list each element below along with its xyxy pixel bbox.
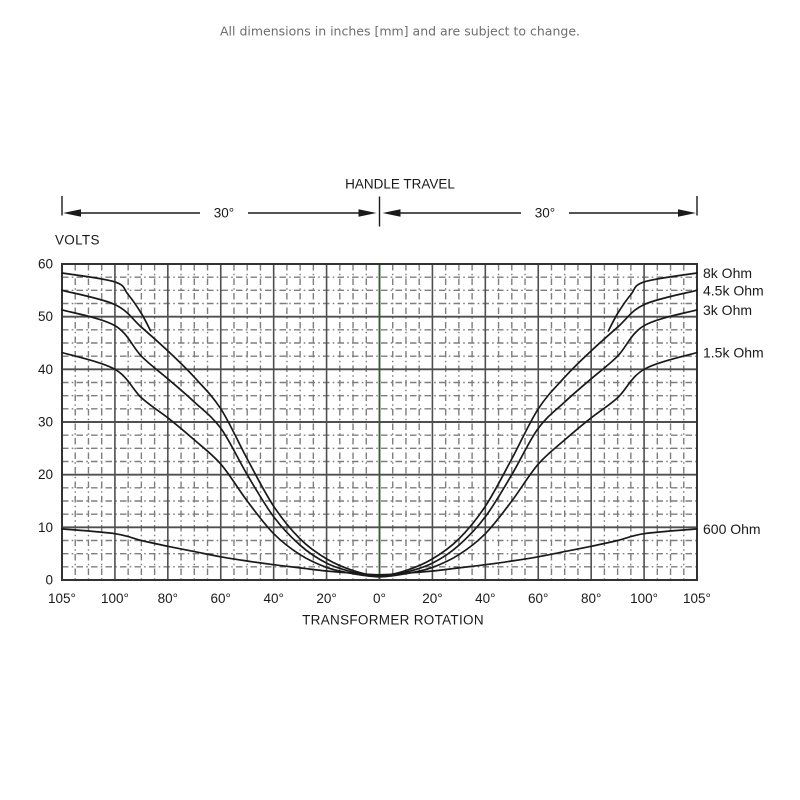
y-tick-label: 60 xyxy=(38,257,53,272)
arrowhead-left-inner xyxy=(358,209,377,217)
x-tick-label: 80° xyxy=(581,591,601,606)
x-tick-label: 0° xyxy=(373,591,386,606)
y-tick-label: 20 xyxy=(38,467,53,482)
x-tick-label: 60° xyxy=(211,591,231,606)
x-tick-label: 40° xyxy=(475,591,495,606)
x-axis-title: TRANSFORMER ROTATION xyxy=(302,612,484,628)
x-tick-label: 20° xyxy=(422,591,442,606)
arrowhead-left-outer xyxy=(63,209,81,217)
legend-label-3k-ohm: 3k Ohm xyxy=(703,302,752,318)
handle-travel-title: HANDLE TRAVEL xyxy=(345,176,455,192)
y-tick-label: 40 xyxy=(38,362,53,377)
legend-label-8k-ohm: 8k Ohm xyxy=(703,265,752,281)
y-axis-title: VOLTS xyxy=(55,232,100,248)
x-tick-label: 40° xyxy=(263,591,283,606)
curve-1.5k-ohm xyxy=(61,351,698,578)
x-tick-label: 105° xyxy=(683,591,711,606)
legend-label-1.5k-ohm: 1.5k Ohm xyxy=(703,344,764,360)
plot-frame xyxy=(61,263,698,581)
drawing-note: All dimensions in inches [mm] and are su… xyxy=(220,23,580,39)
handle-travel-right-angle: 30° xyxy=(534,205,556,221)
x-tick-label: 100° xyxy=(630,591,658,606)
arrowhead-right-outer xyxy=(678,209,696,217)
legend-label-600-ohm: 600 Ohm xyxy=(703,521,761,537)
arrowhead-right-inner xyxy=(382,209,401,217)
x-tick-label: 100° xyxy=(101,591,129,606)
legend-label-4.5k-ohm: 4.5k Ohm xyxy=(703,282,764,298)
y-tick-label: 50 xyxy=(38,309,53,324)
curve-8k-ohm-right xyxy=(607,272,698,332)
x-tick-label: 80° xyxy=(158,591,178,606)
x-tick-label: 20° xyxy=(316,591,336,606)
y-tick-label: 30 xyxy=(38,415,53,430)
handle-travel-left-angle: 30° xyxy=(213,205,235,221)
x-tick-label: 105° xyxy=(48,591,76,606)
x-tick-label: 60° xyxy=(528,591,548,606)
curve-8k-ohm-left xyxy=(61,272,152,332)
y-tick-label: 0 xyxy=(45,573,53,588)
curve-600-ohm xyxy=(61,528,698,576)
y-tick-label: 10 xyxy=(38,520,53,535)
